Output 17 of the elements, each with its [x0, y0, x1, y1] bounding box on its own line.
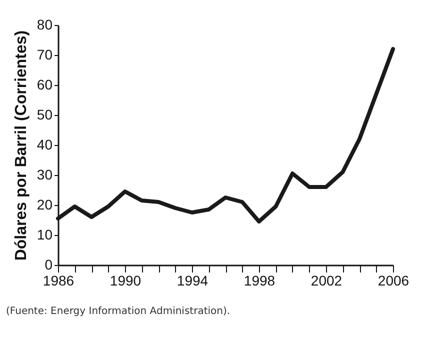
- text: (Fuente: Energy Information Administration).: [6, 306, 232, 317]
- y-tick-label: 60: [36, 76, 53, 92]
- y-tick-label: 10: [36, 226, 53, 242]
- y-axis-title: Dólares por Barril (Corrientes): [12, 30, 30, 261]
- y-tick-label: 80: [36, 16, 53, 32]
- x-tick-label: 1998: [244, 272, 276, 288]
- y-tick-label: 20: [36, 196, 53, 212]
- y-tick-label: 70: [36, 46, 53, 62]
- x-tick-label: 1994: [176, 272, 208, 288]
- y-tick-label: 0: [44, 256, 53, 272]
- y-tick-label: 50: [36, 106, 53, 122]
- x-tick-label: 1986: [42, 272, 74, 288]
- x-tick-label: 2002: [310, 272, 342, 288]
- x-tick-label: 1990: [110, 272, 142, 288]
- x-tick-label: 2006: [378, 272, 410, 288]
- y-tick-label: 30: [36, 166, 53, 182]
- y-tick-label: 40: [36, 136, 53, 152]
